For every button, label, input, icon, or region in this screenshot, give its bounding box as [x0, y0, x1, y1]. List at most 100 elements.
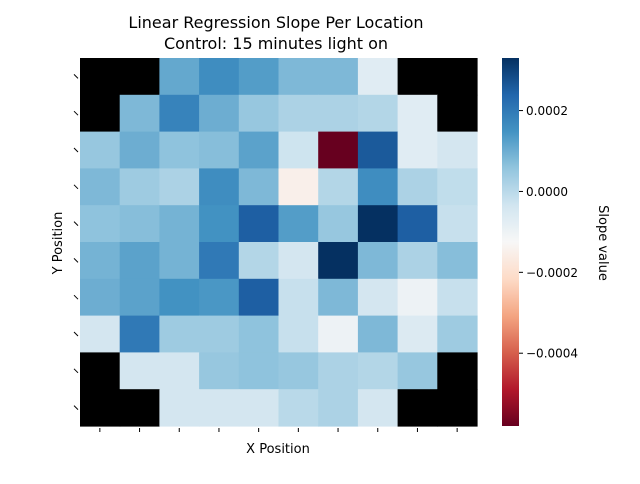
- heatmap-cell: [238, 131, 280, 169]
- heatmap-cell: [238, 58, 280, 96]
- heatmap-cell: [159, 94, 200, 133]
- heatmap-cell: [357, 242, 399, 280]
- heatmap-cell: [159, 168, 200, 206]
- heatmap-cell: [437, 168, 478, 206]
- heatmap-cell: [278, 94, 319, 133]
- heatmap-cell: [318, 352, 359, 390]
- heatmap-cell: [238, 242, 280, 280]
- heatmap-cell: [238, 94, 280, 133]
- y-tick: [73, 221, 79, 226]
- heatmap-cell: [437, 58, 478, 96]
- heatmap-cell: [278, 278, 319, 317]
- heatmap-cell: [80, 278, 121, 317]
- heatmap-cell: [119, 131, 160, 169]
- heatmap-cell: [238, 389, 280, 427]
- y-tick: [73, 74, 79, 79]
- heatmap-cells: [80, 58, 478, 427]
- heatmap-cell: [119, 278, 160, 317]
- heatmap-cell: [199, 58, 240, 96]
- colorbar-tick-label: −0.0002: [526, 266, 578, 280]
- heatmap-cell: [318, 131, 359, 169]
- y-tick: [73, 331, 79, 337]
- heatmap-cell: [159, 242, 200, 280]
- heatmap-cell: [238, 278, 280, 317]
- heatmap-cell: [80, 315, 121, 353]
- heatmap-cell: [357, 205, 399, 243]
- heatmap-cell: [397, 389, 438, 427]
- y-tick: [73, 110, 79, 116]
- heatmap-cell: [397, 58, 438, 96]
- heatmap-cell: [318, 58, 359, 96]
- y-axis-label: Y Position: [51, 212, 66, 276]
- heatmap-cell: [80, 242, 121, 280]
- heatmap-cell: [357, 131, 399, 169]
- x-axis-label: X Position: [246, 442, 310, 457]
- heatmap-cell: [238, 205, 280, 243]
- heatmap-cell: [397, 315, 438, 353]
- heatmap-cell: [199, 278, 240, 317]
- colorbar-tick-label: −0.0004: [526, 347, 578, 361]
- heatmap-cell: [397, 205, 438, 243]
- heatmap-cell: [318, 389, 359, 427]
- heatmap-cell: [357, 58, 399, 96]
- heatmap-cell: [318, 315, 359, 353]
- heatmap-cell: [159, 389, 200, 427]
- heatmap-cell: [397, 131, 438, 169]
- heatmap-cell: [357, 94, 399, 133]
- heatmap-cell: [80, 94, 121, 133]
- colorbar-ticks: 0.0002 0.0000 −0.0002 −0.0004: [519, 104, 578, 361]
- heatmap-cell: [278, 242, 319, 280]
- heatmap-cell: [357, 168, 399, 206]
- heatmap-cell: [357, 352, 399, 390]
- heatmap-cell: [437, 94, 478, 133]
- heatmap-cell: [318, 168, 359, 206]
- heatmap-cell: [80, 131, 121, 169]
- y-ticks: [73, 74, 79, 410]
- heatmap-cell: [278, 205, 319, 243]
- heatmap-cell: [437, 131, 478, 169]
- heatmap-cell: [238, 315, 280, 353]
- y-tick: [73, 294, 79, 300]
- heatmap-cell: [318, 278, 359, 317]
- heatmap-cell: [238, 352, 280, 390]
- heatmap-cell: [199, 242, 240, 280]
- heatmap-cell: [318, 94, 359, 133]
- colorbar-tick-label: 0.0002: [526, 104, 568, 118]
- heatmap-cell: [437, 315, 478, 353]
- heatmap-cell: [238, 168, 280, 206]
- heatmap-cell: [80, 352, 121, 390]
- heatmap-cell: [437, 352, 478, 390]
- heatmap-cell: [397, 278, 438, 317]
- heatmap-cell: [159, 205, 200, 243]
- heatmap-cell: [357, 389, 399, 427]
- heatmap-cell: [119, 352, 160, 390]
- y-tick: [73, 368, 79, 374]
- heatmap-cell: [357, 315, 399, 353]
- colorbar: [502, 58, 519, 426]
- heatmap-cell: [119, 168, 160, 206]
- heatmap-cell: [80, 58, 121, 96]
- heatmap-cell: [318, 205, 359, 243]
- heatmap-cell: [119, 242, 160, 280]
- heatmap-cell: [199, 168, 240, 206]
- heatmap-cell: [437, 242, 478, 280]
- heatmap-cell: [80, 389, 121, 427]
- heatmap-cell: [437, 205, 478, 243]
- heatmap-cell: [278, 168, 319, 206]
- heatmap-cell: [199, 205, 240, 243]
- heatmap-cell: [119, 58, 160, 96]
- heatmap-cell: [119, 315, 160, 353]
- heatmap-cell: [199, 352, 240, 390]
- heatmap-cell: [437, 389, 478, 427]
- colorbar-label: Slope value: [595, 205, 610, 281]
- x-ticks: [99, 428, 458, 432]
- heatmap-cell: [397, 94, 438, 133]
- heatmap-cell: [199, 389, 240, 427]
- heatmap-cell: [318, 242, 359, 280]
- heatmap-cell: [278, 352, 319, 390]
- heatmap-cell: [278, 131, 319, 169]
- heatmap-cell: [278, 315, 319, 353]
- heatmap-cell: [437, 278, 478, 317]
- heatmap-cell: [159, 352, 200, 390]
